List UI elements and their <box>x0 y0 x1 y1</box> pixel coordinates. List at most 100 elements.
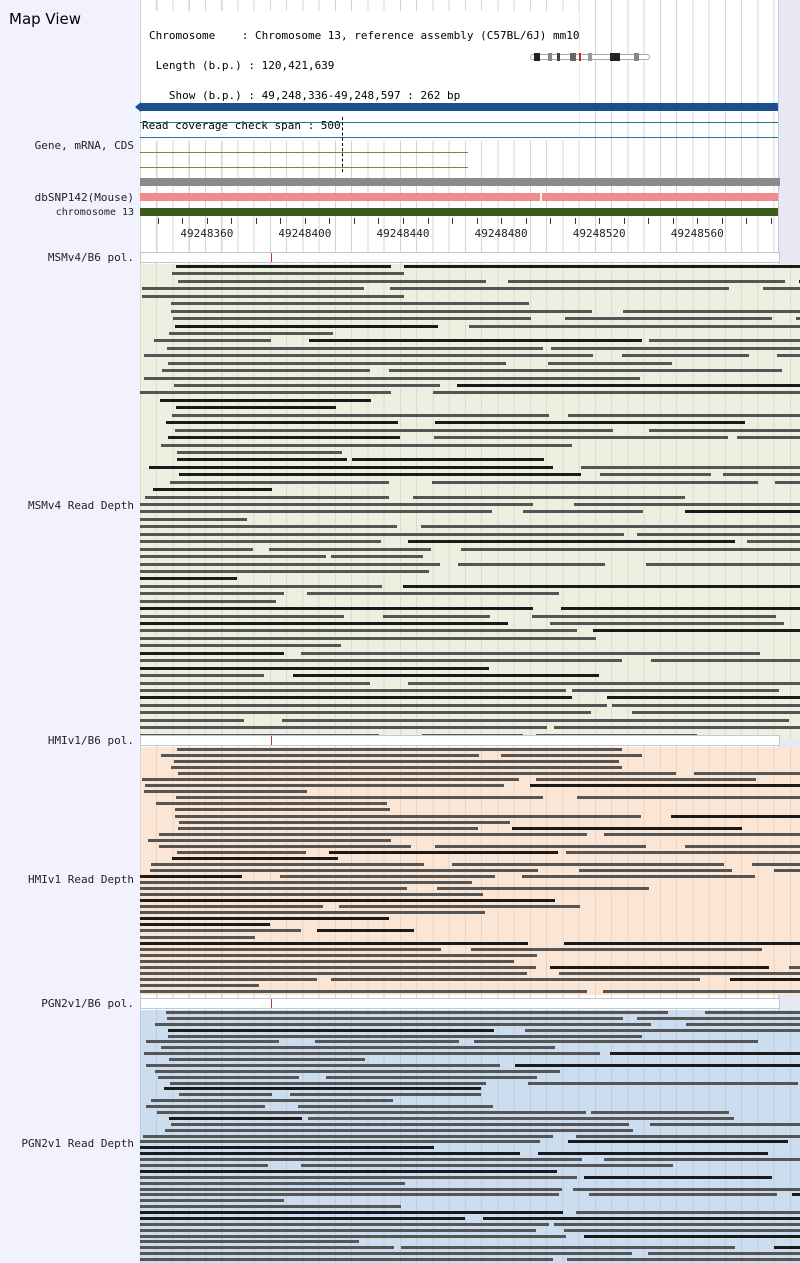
read-segment[interactable] <box>777 354 800 358</box>
read-segment[interactable] <box>176 265 392 268</box>
read-segment[interactable] <box>140 681 371 685</box>
read-segment[interactable] <box>722 473 800 477</box>
read-segment[interactable] <box>140 562 441 566</box>
read-segment[interactable] <box>172 317 532 321</box>
read-segment[interactable] <box>606 696 800 700</box>
read-segment[interactable] <box>141 778 519 782</box>
read-segment[interactable] <box>140 923 270 927</box>
read-segment[interactable] <box>157 1111 587 1115</box>
read-segment[interactable] <box>169 480 390 484</box>
read-segment[interactable] <box>795 317 800 321</box>
read-segment[interactable] <box>330 555 423 559</box>
read-segment[interactable] <box>609 1052 800 1056</box>
read-segment[interactable] <box>604 832 800 836</box>
read-segment[interactable] <box>140 622 508 625</box>
read-segment[interactable] <box>140 547 253 551</box>
polymorphism-bar[interactable] <box>140 252 780 263</box>
read-segment[interactable] <box>175 808 391 812</box>
read-segment[interactable] <box>140 1228 537 1232</box>
read-segment[interactable] <box>511 826 743 830</box>
read-segment[interactable] <box>413 495 686 499</box>
mrna-line-2[interactable] <box>140 137 778 138</box>
read-segment[interactable] <box>140 935 255 939</box>
read-segment[interactable] <box>307 592 559 596</box>
read-segment[interactable] <box>420 525 800 529</box>
read-segment[interactable] <box>145 1040 279 1044</box>
read-segment[interactable] <box>179 1093 272 1097</box>
read-segment[interactable] <box>176 458 347 462</box>
read-segment[interactable] <box>536 778 757 782</box>
read-segment[interactable] <box>140 983 259 987</box>
read-segment[interactable] <box>575 1134 800 1138</box>
read-segment[interactable] <box>140 1193 559 1197</box>
read-segment[interactable] <box>593 629 800 633</box>
read-segment[interactable] <box>140 1187 563 1191</box>
read-segment[interactable] <box>140 1175 577 1179</box>
read-segment[interactable] <box>530 784 800 788</box>
read-segment[interactable] <box>153 339 272 343</box>
read-segment[interactable] <box>531 614 776 618</box>
read-segment[interactable] <box>165 1011 668 1014</box>
read-segment[interactable] <box>588 1193 778 1197</box>
read-segment[interactable] <box>140 1216 465 1220</box>
read-segment[interactable] <box>452 862 724 866</box>
read-segment[interactable] <box>148 838 392 842</box>
read-segment[interactable] <box>568 1140 788 1144</box>
read-segment[interactable] <box>140 584 383 588</box>
read-segment[interactable] <box>622 354 749 358</box>
read-segment[interactable] <box>140 525 398 529</box>
read-segment[interactable] <box>140 887 407 891</box>
read-segment[interactable] <box>527 1081 799 1085</box>
read-segment[interactable] <box>559 971 800 975</box>
read-segment[interactable] <box>160 443 572 447</box>
read-segment[interactable] <box>329 850 558 854</box>
read-segment[interactable] <box>456 384 800 387</box>
read-segment[interactable] <box>458 562 605 566</box>
read-segment[interactable] <box>173 760 619 764</box>
read-segment[interactable] <box>326 1075 538 1079</box>
read-segment[interactable] <box>404 265 800 268</box>
read-segment[interactable] <box>158 1075 300 1079</box>
read-segment[interactable] <box>293 674 599 678</box>
read-segment[interactable] <box>140 1252 633 1256</box>
read-segment[interactable] <box>550 622 784 625</box>
read-segment[interactable] <box>482 1216 800 1220</box>
read-segment[interactable] <box>171 1122 629 1126</box>
read-segment[interactable] <box>704 1011 800 1014</box>
read-segment[interactable] <box>568 413 800 417</box>
read-segment[interactable] <box>314 1040 460 1044</box>
read-segment[interactable] <box>400 1246 736 1250</box>
read-segment[interactable] <box>140 1222 549 1226</box>
read-segment[interactable] <box>774 480 800 484</box>
read-segment[interactable] <box>140 629 578 633</box>
read-segment[interactable] <box>170 766 623 770</box>
read-segment[interactable] <box>434 436 729 440</box>
read-segment[interactable] <box>140 875 243 879</box>
read-segment[interactable] <box>648 339 800 343</box>
read-segment[interactable] <box>508 279 785 283</box>
read-segment[interactable] <box>152 488 273 492</box>
read-segment[interactable] <box>584 1175 773 1179</box>
read-segment[interactable] <box>140 989 588 993</box>
read-segment[interactable] <box>580 465 800 469</box>
read-segment[interactable] <box>431 480 759 484</box>
read-segment[interactable] <box>140 959 514 963</box>
read-segment[interactable] <box>402 584 800 588</box>
read-segment[interactable] <box>150 862 424 866</box>
read-segment[interactable] <box>574 503 800 506</box>
read-segment[interactable] <box>599 473 712 477</box>
read-segment[interactable] <box>575 1211 800 1215</box>
read-segment[interactable] <box>145 784 504 788</box>
read-segment[interactable] <box>160 754 480 758</box>
gene-bar-main[interactable] <box>140 103 778 111</box>
read-segment[interactable] <box>170 309 592 313</box>
read-segment[interactable] <box>140 1158 583 1162</box>
read-segment[interactable] <box>167 436 400 440</box>
read-segment[interactable] <box>158 832 587 836</box>
read-segment[interactable] <box>554 726 800 730</box>
read-segment[interactable] <box>141 287 365 291</box>
read-segment[interactable] <box>636 532 800 536</box>
read-segment[interactable] <box>140 1199 285 1203</box>
cds-line-1[interactable] <box>140 152 468 153</box>
read-segment[interactable] <box>173 384 441 387</box>
